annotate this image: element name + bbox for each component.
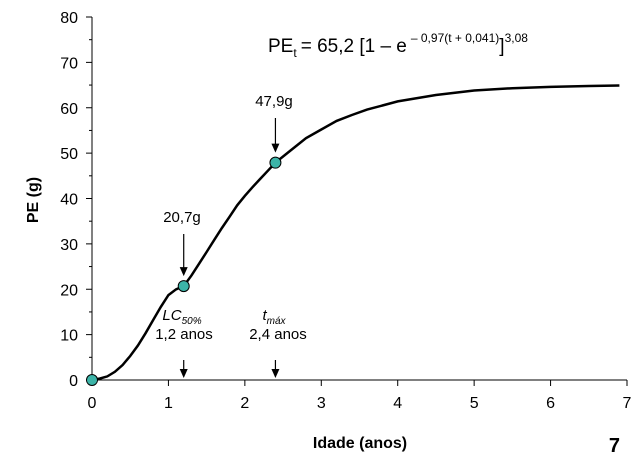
data-points (86, 156, 282, 386)
x-tick-label: 7 (623, 395, 632, 412)
axes (86, 16, 628, 386)
lc50-value: 1,2 anos (155, 326, 213, 343)
x-tick-label: 1 (164, 395, 173, 412)
lc50-label: LC50% (162, 307, 201, 327)
y-tick-label: 30 (60, 237, 78, 254)
y-tick-label: 70 (60, 55, 78, 72)
y-tick-label: 50 (60, 146, 78, 163)
y-tick-label: 40 (60, 192, 78, 209)
y-axis-title: PE (g) (25, 177, 42, 223)
arrow-point-1-2 (179, 234, 188, 277)
x-axis-title: Idade (anos) (313, 435, 407, 452)
arrow-tmax (271, 360, 280, 378)
x-tick-label: 5 (470, 395, 479, 412)
arrow-point-2-4 (271, 118, 280, 153)
page-number: 7 (609, 435, 620, 457)
x-tick-label: 0 (88, 395, 97, 412)
tmax-value: 2,4 anos (249, 326, 307, 343)
equation: PEt = 65,2 [1 – e – 0,97(t + 0,041)]3,08 (268, 31, 528, 60)
x-tick-label: 2 (240, 395, 249, 412)
label-point-2-4: 47,9g (255, 93, 293, 110)
x-tick-label: 6 (546, 395, 555, 412)
data-point (86, 374, 98, 386)
y-tick-label: 80 (60, 10, 78, 27)
y-tick-label: 60 (60, 101, 78, 118)
label-point-1-2: 20,7g (163, 209, 201, 226)
y-tick-label: 20 (60, 282, 78, 299)
y-tick-label: 10 (60, 328, 78, 345)
x-tick-label: 3 (317, 395, 326, 412)
x-tick-labels: 0 1 2 3 4 5 6 7 (88, 395, 632, 412)
data-point (269, 156, 282, 169)
data-point (177, 280, 190, 293)
tmax-label: tmáx (262, 307, 286, 327)
annotation-arrows (179, 118, 280, 378)
arrow-lc50 (179, 360, 188, 378)
x-tick-label: 4 (393, 395, 402, 412)
y-tick-labels: 0 10 20 30 40 50 60 70 80 (60, 10, 78, 390)
y-tick-label: 0 (69, 373, 78, 390)
growth-curve (91, 84, 620, 382)
